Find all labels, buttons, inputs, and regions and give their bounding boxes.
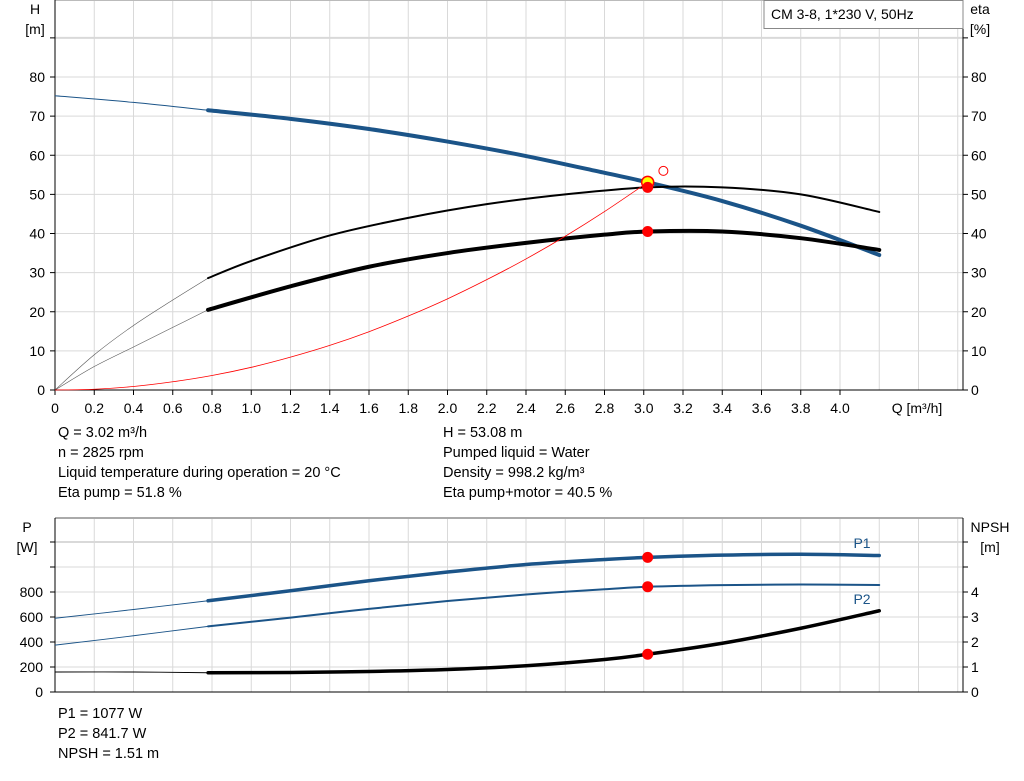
info-right: H = 53.08 m Pumped liquid = Water Densit…	[443, 423, 612, 503]
x-tick-label: 3.0	[634, 400, 654, 416]
eta_pump_motor-curve-extrapolated	[54, 309, 209, 391]
y2-tick-label: 4	[971, 584, 979, 600]
info-p1: P1 = 1077 W	[58, 706, 143, 722]
y-axis-unit: [m]	[25, 21, 44, 37]
y-tick-label: 0	[37, 382, 45, 398]
info-head: H = 53.08 m	[443, 425, 523, 441]
y2-tick-label: 3	[971, 609, 979, 625]
x-tick-label: 0.2	[85, 400, 105, 416]
y-tick-label: 80	[29, 69, 45, 85]
P1-curve	[206, 552, 881, 603]
y2-tick-label: 1	[971, 659, 979, 675]
eta_pump_motor-curve	[206, 228, 882, 312]
y2-tick-label: 60	[971, 147, 987, 163]
info-temperature: Liquid temperature during operation = 20…	[58, 465, 341, 481]
eta_pump-curve-extrapolated	[54, 277, 209, 391]
y-axis-label: P	[22, 519, 31, 535]
info-bottom: P1 = 1077 W P2 = 841.7 W NPSH = 1.51 m	[58, 704, 159, 764]
y2-tick-label: 20	[971, 304, 987, 320]
info-eta-pump: Eta pump = 51.8 %	[58, 485, 182, 501]
x-tick-label: 0.8	[202, 400, 222, 416]
info-npsh: NPSH = 1.51 m	[58, 746, 160, 762]
eta_pump-curve	[207, 185, 881, 280]
y-tick-label: 40	[29, 226, 45, 242]
x-tick-label: 0.4	[124, 400, 144, 416]
x-tick-label: 0.6	[163, 400, 183, 416]
y2-tick-label: 50	[971, 186, 987, 202]
y-tick-label: 800	[20, 584, 44, 600]
y2-axis-label: eta	[970, 1, 990, 17]
x-tick-label: 3.4	[713, 400, 733, 416]
y2-tick-label: 2	[971, 634, 979, 650]
P1-label: P1	[853, 535, 870, 551]
info-p2: P2 = 841.7 W	[58, 726, 147, 742]
y-tick-label: 20	[29, 304, 45, 320]
y-tick-label: 10	[29, 343, 45, 359]
info-flow: Q = 3.02 m³/h	[58, 425, 148, 441]
info-speed: n = 2825 rpm	[58, 445, 144, 461]
P2-curve	[207, 583, 881, 628]
y2-tick-label: 0	[971, 382, 979, 398]
x-tick-label: 0	[51, 400, 59, 416]
y-tick-label: 60	[29, 147, 45, 163]
P2-marker	[642, 581, 654, 593]
x-tick-label: 1.6	[359, 400, 379, 416]
x-tick-label: 1.0	[242, 400, 262, 416]
eta-pump-motor-marker	[642, 226, 654, 238]
NPSH-curve	[206, 609, 881, 675]
x-tick-label: 1.8	[399, 400, 419, 416]
x-tick-label: 4.0	[830, 400, 850, 416]
y-tick-label: 30	[29, 265, 45, 281]
x-tick-label: 2.4	[516, 400, 536, 416]
legend-box-text: CM 3-8, 1*230 V, 50Hz	[771, 6, 914, 22]
y2-tick-label: 10	[971, 343, 987, 359]
y2-axis-unit: [m]	[980, 539, 999, 555]
y2-axis-unit: [%]	[970, 21, 990, 37]
y2-tick-label: 80	[971, 69, 987, 85]
H-curve	[206, 108, 882, 258]
x-tick-label: 2.0	[438, 400, 458, 416]
P1-curve-extrapolated	[54, 600, 209, 619]
y2-tick-label: 30	[971, 265, 987, 281]
x-tick-label: 2.8	[595, 400, 615, 416]
y2-tick-label: 70	[971, 108, 987, 124]
x-tick-label: 1.4	[320, 400, 340, 416]
x-tick-label: 2.6	[556, 400, 576, 416]
x-tick-label: 3.6	[752, 400, 772, 416]
y-tick-label: 200	[20, 659, 44, 675]
NPSH-marker	[642, 648, 654, 660]
y-tick-label: 70	[29, 108, 45, 124]
y-tick-label: 600	[20, 609, 44, 625]
P2-curve-extrapolated	[54, 625, 209, 646]
y-axis-label: H	[30, 1, 40, 17]
x-tick-label: 1.2	[281, 400, 301, 416]
y2-axis-label: NPSH	[971, 519, 1010, 535]
system-curve	[54, 181, 648, 391]
y-tick-label: 400	[20, 634, 44, 650]
y2-tick-label: 40	[971, 226, 987, 242]
P1-marker	[642, 551, 654, 563]
eta-pump-marker	[642, 181, 654, 193]
duty-point-open-marker	[658, 165, 669, 176]
y-tick-label: 0	[35, 684, 43, 700]
NPSH-curve-extrapolated	[54, 671, 209, 674]
info-eta-pump-motor: Eta pump+motor = 40.5 %	[443, 485, 613, 501]
x-tick-label: 3.8	[791, 400, 811, 416]
x-tick-label: 3.2	[673, 400, 693, 416]
H-curve-extrapolated	[54, 95, 209, 111]
P2-label: P2	[853, 591, 870, 607]
info-liquid: Pumped liquid = Water	[443, 445, 590, 461]
x-tick-label: 2.2	[477, 400, 497, 416]
legend-box	[763, 0, 964, 29]
y2-tick-label: 0	[971, 684, 979, 700]
x-axis-label: Q [m³/h]	[892, 400, 943, 416]
info-density: Density = 998.2 kg/m³	[443, 465, 585, 481]
y-tick-label: 50	[29, 186, 45, 202]
y-axis-unit: [W]	[17, 539, 38, 555]
info-left: Q = 3.02 m³/h n = 2825 rpm Liquid temper…	[58, 423, 341, 503]
